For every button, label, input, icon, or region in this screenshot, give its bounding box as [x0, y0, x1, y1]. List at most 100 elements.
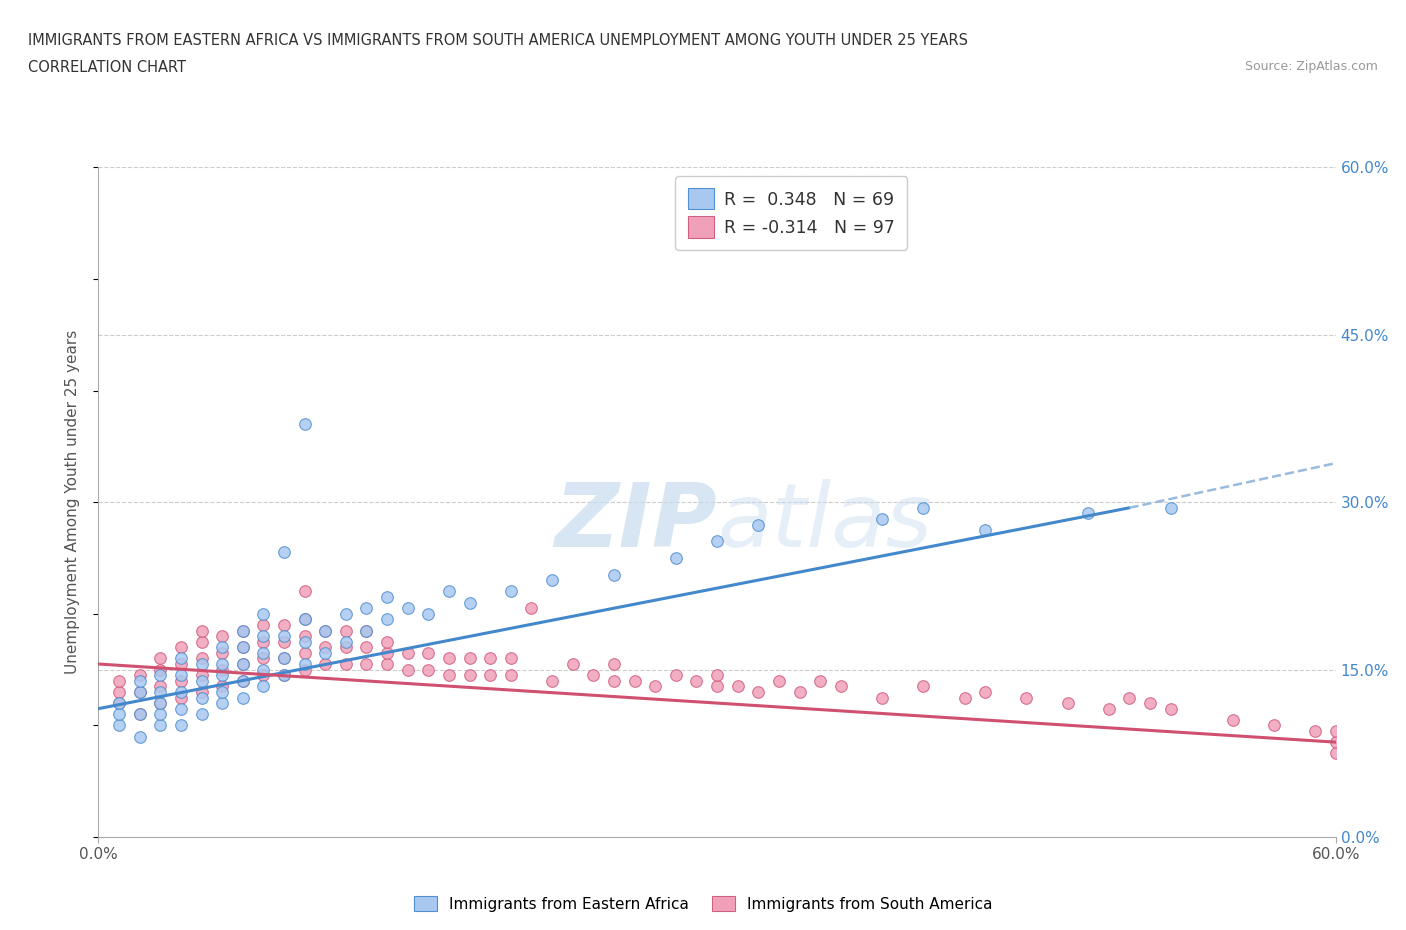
Point: [375, 634, 398, 649]
Point: [335, 640, 357, 655]
Point: [1098, 701, 1121, 716]
Point: [747, 517, 769, 532]
Point: [665, 668, 688, 683]
Point: [953, 690, 976, 705]
Point: [232, 623, 254, 638]
Point: [314, 645, 336, 660]
Point: [437, 668, 460, 683]
Point: [149, 718, 172, 733]
Point: [252, 618, 274, 632]
Point: [499, 651, 522, 666]
Point: [458, 668, 481, 683]
Point: [314, 623, 336, 638]
Point: [273, 668, 295, 683]
Point: [170, 684, 193, 699]
Point: [108, 707, 131, 722]
Point: [418, 606, 440, 621]
Point: [356, 657, 378, 671]
Point: [1160, 701, 1182, 716]
Point: [623, 673, 645, 688]
Point: [273, 651, 295, 666]
Point: [294, 612, 316, 627]
Point: [252, 606, 274, 621]
Point: [335, 606, 357, 621]
Point: [375, 590, 398, 604]
Text: atlas: atlas: [717, 479, 932, 565]
Point: [1303, 724, 1326, 738]
Point: [294, 629, 316, 644]
Point: [232, 640, 254, 655]
Point: [252, 662, 274, 677]
Point: [128, 729, 150, 744]
Point: [211, 679, 233, 694]
Point: [128, 684, 150, 699]
Point: [252, 679, 274, 694]
Point: [149, 707, 172, 722]
Point: [912, 679, 935, 694]
Point: [170, 657, 193, 671]
Point: [273, 618, 295, 632]
Point: [1263, 718, 1285, 733]
Point: [190, 623, 212, 638]
Point: [706, 679, 728, 694]
Point: [232, 673, 254, 688]
Point: [232, 690, 254, 705]
Point: [190, 690, 212, 705]
Point: [108, 718, 131, 733]
Point: [499, 584, 522, 599]
Point: [375, 612, 398, 627]
Point: [232, 657, 254, 671]
Point: [561, 657, 583, 671]
Point: [232, 623, 254, 638]
Point: [437, 584, 460, 599]
Point: [1139, 696, 1161, 711]
Point: [170, 690, 193, 705]
Point: [314, 623, 336, 638]
Point: [541, 573, 564, 588]
Point: [108, 673, 131, 688]
Legend: R =  0.348   N = 69, R = -0.314   N = 97: R = 0.348 N = 69, R = -0.314 N = 97: [675, 176, 907, 249]
Point: [727, 679, 749, 694]
Point: [232, 657, 254, 671]
Point: [273, 545, 295, 560]
Point: [830, 679, 852, 694]
Text: CORRELATION CHART: CORRELATION CHART: [28, 60, 186, 75]
Point: [252, 651, 274, 666]
Point: [396, 601, 419, 616]
Point: [149, 679, 172, 694]
Text: ZIP: ZIP: [554, 479, 717, 565]
Point: [273, 629, 295, 644]
Point: [108, 684, 131, 699]
Point: [685, 673, 707, 688]
Point: [128, 707, 150, 722]
Point: [273, 668, 295, 683]
Point: [1077, 506, 1099, 521]
Point: [356, 623, 378, 638]
Point: [1015, 690, 1038, 705]
Point: [396, 662, 419, 677]
Point: [808, 673, 831, 688]
Point: [294, 612, 316, 627]
Point: [149, 684, 172, 699]
Point: [1222, 712, 1244, 727]
Point: [870, 690, 893, 705]
Point: [149, 662, 172, 677]
Point: [375, 657, 398, 671]
Point: [396, 645, 419, 660]
Point: [768, 673, 790, 688]
Point: [170, 701, 193, 716]
Point: [356, 640, 378, 655]
Point: [479, 668, 502, 683]
Point: [294, 657, 316, 671]
Point: [108, 696, 131, 711]
Point: [335, 634, 357, 649]
Point: [211, 629, 233, 644]
Point: [335, 623, 357, 638]
Point: [789, 684, 811, 699]
Point: [149, 696, 172, 711]
Point: [211, 668, 233, 683]
Point: [603, 657, 626, 671]
Point: [1160, 500, 1182, 515]
Point: [211, 684, 233, 699]
Point: [335, 657, 357, 671]
